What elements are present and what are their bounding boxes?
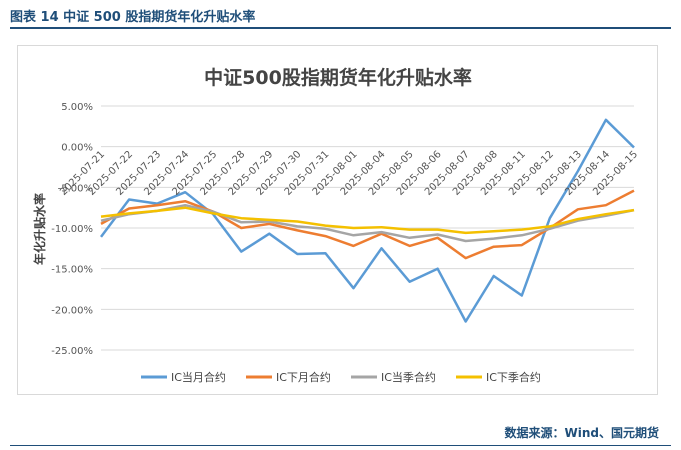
legend-label: IC当月合约 — [171, 370, 226, 384]
series-line — [100, 206, 635, 235]
y-tick-labels: 5.00% 0.00% -5.00% -10.00% -15.00% -20.00% -25… — [51, 102, 93, 357]
line-chart: 中证500股指期货年化升贴水率 年化升贴水率 5.00% 0.00% -5.00% -… — [32, 66, 640, 384]
legend-label: IC当季合约 — [381, 370, 436, 384]
y-tick-label: -20.00% — [51, 305, 93, 316]
y-tick-label: 5.00% — [61, 102, 93, 113]
y-axis-label: 年化升贴水率 — [32, 193, 47, 265]
chart-title: 中证500股指期货年化升贴水率 — [204, 66, 472, 89]
legend: IC当月合约 IC下月合约 IC当季合约 IC下季合约 — [141, 370, 541, 384]
bottom-divider — [10, 445, 671, 446]
series-line — [100, 118, 635, 323]
y-tick-label: -15.00% — [51, 265, 93, 276]
top-divider — [10, 27, 671, 29]
y-tick-label: 0.00% — [61, 143, 93, 154]
y-tick-label: -5.00% — [58, 183, 93, 194]
figure-caption: 图表 14 中证 500 股指期货年化升贴水率 — [10, 10, 256, 25]
y-tick-label: -10.00% — [51, 224, 93, 235]
legend-label: IC下月合约 — [276, 370, 331, 384]
legend-label: IC下季合约 — [486, 370, 541, 384]
y-tick-label: -25.00% — [51, 346, 93, 357]
series-line — [100, 203, 635, 243]
chart-container: 中证500股指期货年化升贴水率 年化升贴水率 5.00% 0.00% -5.00% -… — [17, 45, 658, 395]
x-tick-labels: 2025-07-212025-07-222025-07-232025-07-24… — [58, 149, 640, 198]
series-lines — [100, 118, 635, 323]
data-source: 数据来源：Wind、国元期货 — [504, 426, 659, 440]
